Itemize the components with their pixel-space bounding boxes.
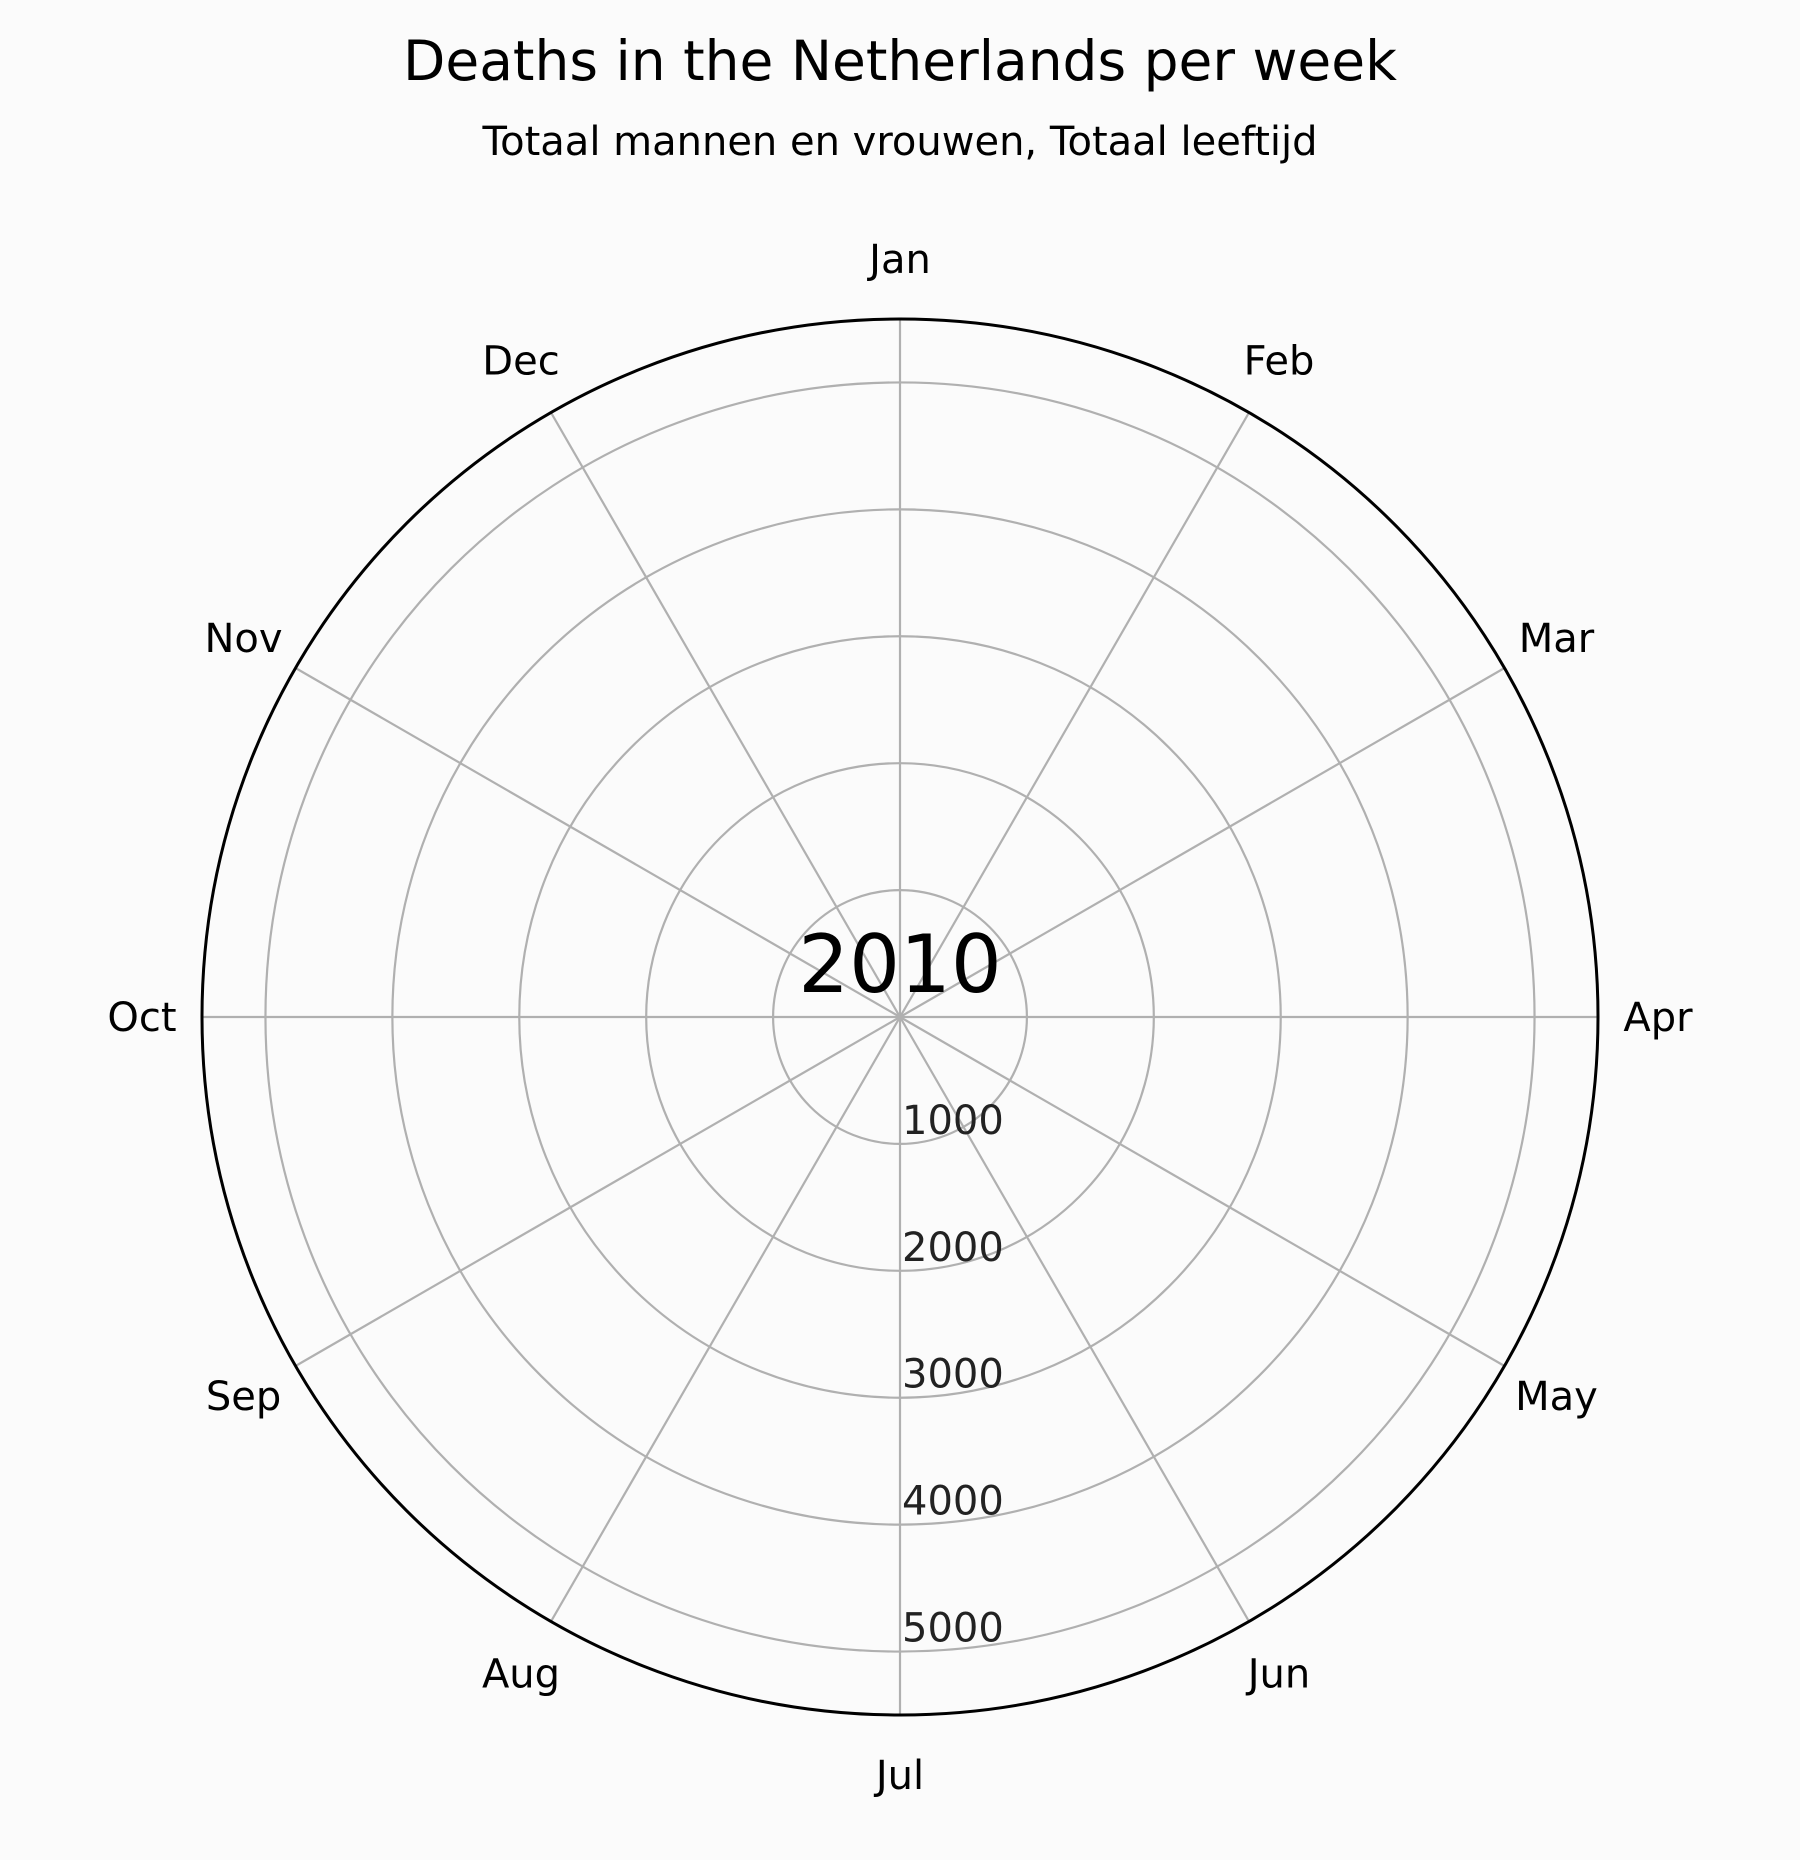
chart-subtitle: Totaal mannen en vrouwen, Totaal leeftij… [482,119,1318,165]
theta-label-sep: Sep [206,1374,281,1420]
theta-label-jan: Jan [866,237,931,283]
theta-grid-line-jun [899,1016,1250,1623]
theta-label-aug: Aug [482,1651,560,1697]
grid-layer [200,317,1600,1717]
r-tick-label-3000: 3000 [902,1352,1004,1398]
theta-grid-line-nov [294,667,901,1018]
theta-label-oct: Oct [107,995,176,1041]
theta-grid-line-mar [899,667,1506,1018]
center-year-label: 2010 [798,918,1002,1011]
theta-grid-line-dec [550,411,901,1018]
label-layer: Jan Feb Mar Apr May Jun Jul Aug Sep Oct Nov Dec 1000… [107,237,1693,1799]
chart-title: Deaths in the Netherlands per week [403,29,1397,93]
theta-label-may: May [1515,1374,1598,1420]
r-tick-label-4000: 4000 [902,1479,1004,1525]
theta-grid-line-aug [550,1016,901,1623]
theta-label-dec: Dec [482,339,559,385]
polar-frame [200,317,1600,1717]
r-tick-label-1000: 1000 [902,1098,1004,1144]
theta-label-apr: Apr [1623,995,1693,1041]
theta-label-mar: Mar [1519,616,1595,662]
theta-grid-line-sep [294,1016,901,1367]
theta-label-nov: Nov [205,616,283,662]
r-tick-label-5000: 5000 [902,1606,1004,1652]
theta-label-feb: Feb [1244,339,1315,385]
theta-label-jul: Jul [873,1753,924,1799]
r-tick-label-2000: 2000 [902,1225,1004,1271]
theta-grid-line-may [899,1016,1506,1367]
theta-grid-line-feb [899,411,1250,1018]
theta-label-jun: Jun [1245,1651,1311,1697]
